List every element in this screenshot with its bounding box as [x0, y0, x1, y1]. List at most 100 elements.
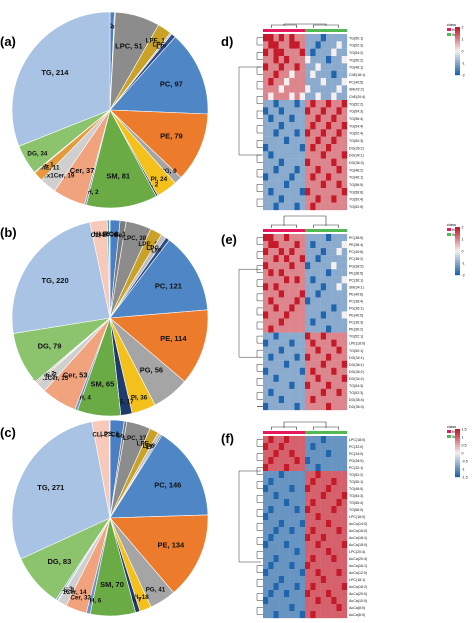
heatmap-cell — [299, 241, 306, 249]
heatmap-cell — [268, 450, 274, 458]
heatmap-cell — [320, 144, 327, 152]
row-label: ChE(18:1) — [349, 73, 365, 77]
heatmap-cell — [336, 269, 342, 277]
color-scale-step — [455, 265, 460, 268]
heatmap-cell — [294, 202, 300, 211]
heatmap-cell — [278, 548, 285, 556]
pie-label-acca: AcCa, 15 — [101, 231, 128, 238]
heatmap-cell — [284, 569, 290, 577]
group-bar-cell — [320, 431, 327, 434]
heatmap-cell — [326, 548, 332, 556]
heatmap-cell — [284, 360, 290, 368]
heatmap-cell — [289, 283, 295, 291]
heatmap-cell — [310, 485, 316, 493]
heatmap-cell — [336, 122, 342, 130]
heatmap-cell — [331, 85, 337, 93]
heatmap-cell — [284, 297, 290, 305]
heatmap-cell — [263, 318, 269, 326]
heatmap-cell — [331, 346, 337, 354]
color-scale-step — [455, 231, 460, 234]
heatmap-cell — [305, 604, 311, 612]
heatmap-cell — [341, 158, 348, 167]
row-label: DG(36:3) — [349, 405, 364, 409]
heatmap-cell — [320, 248, 327, 256]
heatmap-cell — [326, 188, 332, 196]
legend-swatch — [447, 435, 451, 438]
heatmap-cell — [326, 534, 332, 542]
heatmap-cell — [299, 527, 306, 535]
heatmap-cell — [299, 520, 306, 528]
heatmap-cell — [299, 290, 306, 298]
pie-label-ps: PS, 7 — [126, 596, 142, 603]
color-scale-tick: 1 — [462, 435, 464, 439]
heatmap-cell — [263, 527, 269, 535]
heatmap-cell — [331, 100, 337, 108]
pie-label-cer: Cer, 53 — [63, 370, 88, 379]
heatmap-cell — [341, 548, 348, 556]
heatmap-cell — [331, 63, 337, 71]
heatmap-cell — [263, 173, 269, 181]
heatmap-cell — [326, 276, 332, 284]
heatmap-cell — [315, 100, 321, 108]
heatmap-cell — [326, 56, 332, 64]
heatmap-cell — [315, 248, 321, 256]
heatmap-cell — [315, 555, 321, 563]
heatmap-cell — [336, 255, 342, 263]
heatmap-cell — [320, 436, 327, 444]
heatmap-cell — [315, 597, 321, 605]
heatmap-cell — [336, 100, 342, 108]
legend-title: class — [447, 22, 456, 27]
heatmap-cell — [310, 604, 316, 612]
panel-label-c: (c) — [0, 425, 16, 440]
heatmap-cell — [284, 318, 290, 326]
color-scale-step — [455, 257, 460, 260]
row-label: TG(48:1) — [349, 66, 363, 70]
heatmap-cell — [305, 248, 311, 256]
heatmap-cell — [299, 166, 306, 174]
color-scale-step — [455, 41, 460, 44]
heatmap-cell — [284, 443, 290, 451]
row-label: PC(38:5) — [349, 236, 363, 240]
color-scale-step — [455, 271, 460, 274]
heatmap-cell — [320, 269, 327, 277]
heatmap-cell — [268, 262, 274, 270]
heatmap-cell — [320, 325, 327, 333]
heatmap-cell — [326, 318, 332, 326]
heatmap-cell — [310, 576, 316, 584]
row-label: AcCa(6:0) — [349, 613, 365, 617]
heatmap-cell — [273, 374, 279, 382]
heatmap-cell — [326, 597, 332, 605]
heatmap-cell — [341, 304, 348, 312]
heatmap-cell — [336, 541, 342, 549]
color-scale-step — [455, 431, 460, 434]
heatmap-cell — [310, 360, 316, 368]
heatmap-cell — [278, 611, 285, 619]
heatmap-cell — [326, 583, 332, 591]
color-scale-step — [455, 435, 460, 438]
heatmap-cell — [315, 234, 321, 242]
heatmap-cell — [305, 48, 311, 57]
heatmap-cell — [315, 402, 321, 411]
heatmap-cell — [289, 332, 295, 340]
heatmap-cell — [336, 41, 342, 49]
heatmap-cell — [341, 318, 348, 326]
heatmap-cell — [289, 548, 295, 556]
heatmap-cell — [310, 339, 316, 347]
heatmap-cell — [299, 129, 306, 137]
heatmap-cell — [336, 166, 342, 174]
heatmap-cell — [336, 534, 342, 542]
heatmap-cell — [341, 520, 348, 528]
heatmap-cell — [315, 180, 321, 189]
heatmap-cell — [263, 114, 269, 123]
group-bar-cell — [299, 229, 306, 232]
pie-label-pi: PI, 18 — [132, 594, 149, 601]
heatmap-cell — [284, 346, 290, 354]
heatmap-cell — [268, 100, 274, 108]
heatmap-cell — [294, 195, 300, 203]
pie-label-lps: LPS, 3 — [99, 231, 119, 238]
heatmap-cell — [299, 107, 306, 115]
row-label: PC(38:4) — [349, 300, 363, 304]
pie-label-co: Co, 9 — [114, 232, 130, 239]
pie-label-dg: DG, 83 — [48, 557, 72, 566]
heatmap-cell — [331, 339, 337, 347]
